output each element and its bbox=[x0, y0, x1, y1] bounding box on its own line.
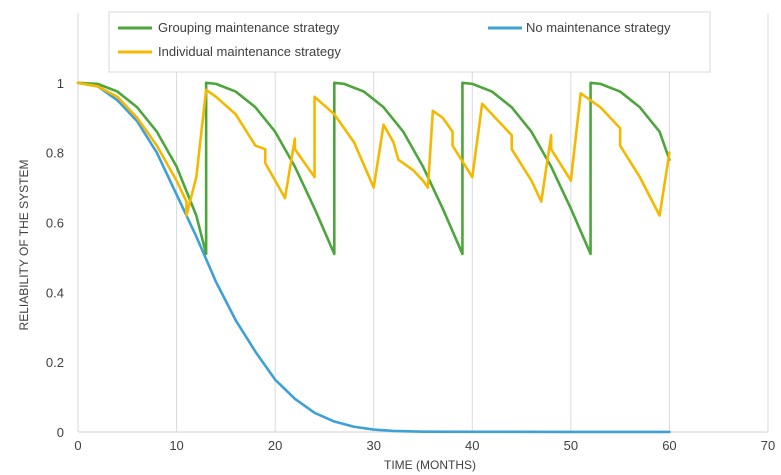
x-tick-label-0: 0 bbox=[74, 438, 81, 453]
legend: Grouping maintenance strategy No mainten… bbox=[108, 11, 711, 73]
x-tick-label-70: 70 bbox=[761, 438, 775, 453]
series-line-individual bbox=[76, 81, 671, 217]
x-tick-label-30: 30 bbox=[366, 438, 380, 453]
x-axis-title: TIME (MONTHS) bbox=[384, 458, 476, 472]
x-tick-label-20: 20 bbox=[268, 438, 282, 453]
x-tick-label-50: 50 bbox=[564, 438, 578, 453]
y-tick-label-1: 1 bbox=[57, 76, 64, 91]
y-tick-label-0-4: 0.4 bbox=[46, 285, 64, 300]
legend-label-grouping: Grouping maintenance strategy bbox=[158, 20, 340, 35]
series-line-none bbox=[76, 81, 671, 434]
y-axis-title: RELIABILITY OF THE SYSTEM bbox=[17, 160, 31, 331]
legend-label-none: No maintenance strategy bbox=[526, 20, 671, 35]
legend-box bbox=[108, 11, 711, 73]
series-line-grouping bbox=[76, 81, 671, 256]
tick-labels: 0 10 20 30 40 50 60 70 0 0.2 0.4 0.6 0.8 1 bbox=[46, 76, 775, 453]
y-tick-label-0-6: 0.6 bbox=[46, 216, 64, 231]
series-lines bbox=[76, 81, 671, 434]
x-tick-label-40: 40 bbox=[465, 438, 479, 453]
y-tick-label-0-8: 0.8 bbox=[46, 146, 64, 161]
y-tick-label-0: 0 bbox=[57, 425, 64, 440]
y-tick-label-0-2: 0.2 bbox=[46, 355, 64, 370]
legend-label-individual: Individual maintenance strategy bbox=[158, 44, 341, 59]
x-tick-label-60: 60 bbox=[662, 438, 676, 453]
x-tick-label-10: 10 bbox=[169, 438, 183, 453]
